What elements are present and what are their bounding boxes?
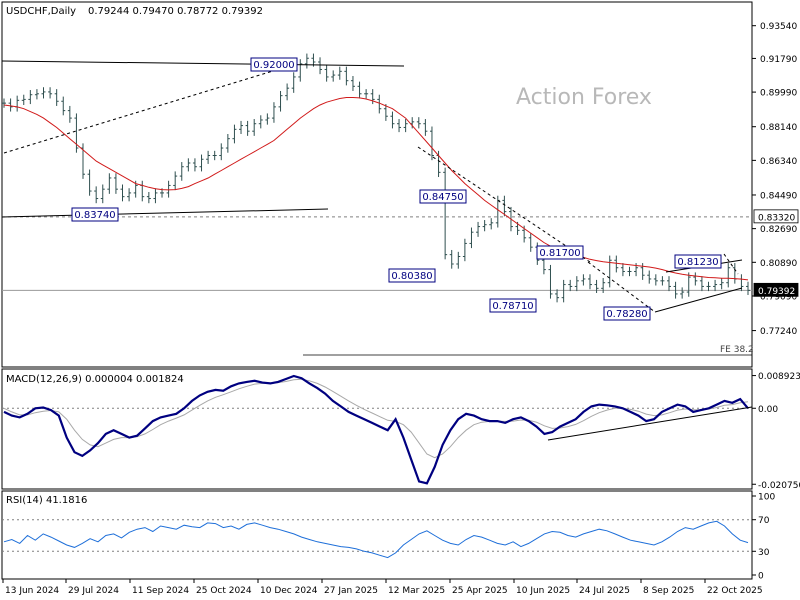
time-axis-label: 25 Apr 2025: [452, 586, 508, 596]
price-axis-label: 0.86340: [760, 157, 797, 167]
price-annotation-label: 0.78710: [492, 301, 533, 312]
time-axis-label: 12 Mar 2025: [388, 586, 445, 596]
macd-trend-line: [547, 406, 753, 441]
fe-label: FE 38.2: [720, 345, 754, 355]
macd-label: MACD(12,26,9) 0.000004 0.001824: [6, 374, 184, 385]
watermark: Action Forex: [516, 85, 652, 110]
macd-axis: 0.008923 0.00 -0.020750: [752, 372, 800, 491]
channel-lower-line: [654, 287, 743, 313]
price-axis-label: 0.77240: [760, 327, 797, 337]
price-annotation-box: [419, 189, 467, 204]
price-axis-label: 0.80890: [760, 259, 797, 269]
price-axis-label: 0.84490: [760, 191, 797, 201]
price-annotation-label: 0.81700: [539, 248, 580, 259]
price-annotation-box: [489, 298, 537, 313]
time-axis-label: 8 Sep 2025: [643, 586, 694, 596]
rsi-panel: RSI(14) 41.1816 100 70 30 0: [1, 490, 775, 582]
price-annotation-box: [250, 57, 298, 72]
macd-panel: MACD(12,26,9) 0.000004 0.001824 0.008923…: [1, 368, 800, 491]
price-annotation-label: 0.84750: [422, 192, 463, 203]
price-tag-box: [753, 282, 799, 297]
price-axis-label: 0.91790: [760, 55, 797, 65]
price-layer: FE 38.2 0.92000 0.83740 0.84750 0.80380 0.817…: [1, 53, 754, 356]
price-annotation-box: [603, 306, 651, 321]
time-axis-label: 11 Sep 2024: [132, 586, 189, 596]
time-axis-label: 24 Jul 2025: [579, 586, 630, 596]
price-tag-box: [753, 209, 799, 224]
time-axis-label: 25 Oct 2024: [196, 586, 252, 596]
price-axis-label: 0.89990: [760, 89, 797, 99]
rsi-axis-label: 0: [758, 572, 764, 582]
rsi-axis: 100 70 30 0: [752, 493, 775, 582]
price-annotation-label: 0.80380: [391, 271, 432, 282]
lower-support-line: [1, 208, 329, 218]
rsi-axis-label: 70: [758, 516, 770, 526]
price-tag-label: 0.79392: [758, 287, 795, 297]
rsi-label: RSI(14) 41.1816: [6, 495, 87, 506]
time-axis-label: 10 Jun 2025: [516, 586, 570, 596]
time-axis-label: 29 Jul 2024: [68, 586, 119, 596]
falling-trend-line: [417, 146, 591, 263]
rsi-axis-label: 100: [758, 493, 775, 503]
macd-line: [3, 374, 749, 485]
price-tag-label: 0.83320: [758, 213, 795, 223]
rising-trend-line: [3, 63, 297, 154]
time-axis-label: 10 Dec 2024: [260, 586, 318, 596]
price-axis-label: 0.88140: [760, 123, 797, 133]
macd-axis-label: -0.020750: [758, 481, 800, 491]
time-axis-label: 27 Jan 2025: [324, 586, 378, 596]
moving-average-line: [3, 97, 749, 281]
price-annotation-label: 0.81230: [677, 257, 718, 268]
time-axis-label: 13 Jun 2024: [5, 586, 59, 596]
price-axis-label: 0.82690: [760, 225, 797, 235]
time-axis-label: 22 Oct 2025: [707, 586, 763, 596]
macd-axis-label: 0.00: [758, 405, 778, 415]
rsi-axis-label: 30: [758, 548, 770, 558]
ohlc-label: 0.79244 0.79470 0.78772 0.79392: [88, 6, 263, 17]
channel-dashed-line: [723, 253, 739, 275]
macd-layer: [2, 374, 753, 485]
price-annotation-box: [388, 268, 436, 283]
price-axis: 0.93540 0.91790 0.89990 0.88140 0.86340 0.844…: [752, 22, 799, 337]
price-panel: USDCHF,Daily 0.79244 0.79470 0.78772 0.7…: [1, 1, 799, 368]
price-annotation-label: 0.92000: [253, 60, 294, 71]
price-annotation-box: [674, 254, 722, 269]
price-annotation-box: [71, 207, 119, 222]
price-axis-label: 0.93540: [760, 22, 797, 32]
projection-line: [587, 261, 656, 313]
macd-axis-label: 0.008923: [758, 372, 800, 382]
time-axis: 13 Jun 2024 29 Jul 2024 11 Sep 2024 25 Oct …: [2, 579, 763, 596]
rsi-line: [3, 520, 749, 559]
price-annotation-box: [536, 245, 584, 260]
price-annotation-label: 0.83740: [74, 210, 115, 221]
symbol-label: USDCHF,Daily: [6, 6, 76, 17]
upper-resistance-line: [1, 60, 405, 67]
rsi-layer: [2, 519, 752, 559]
price-axis-label: 0.79090: [760, 292, 797, 302]
price-annotation-label: 0.78280: [606, 309, 647, 320]
